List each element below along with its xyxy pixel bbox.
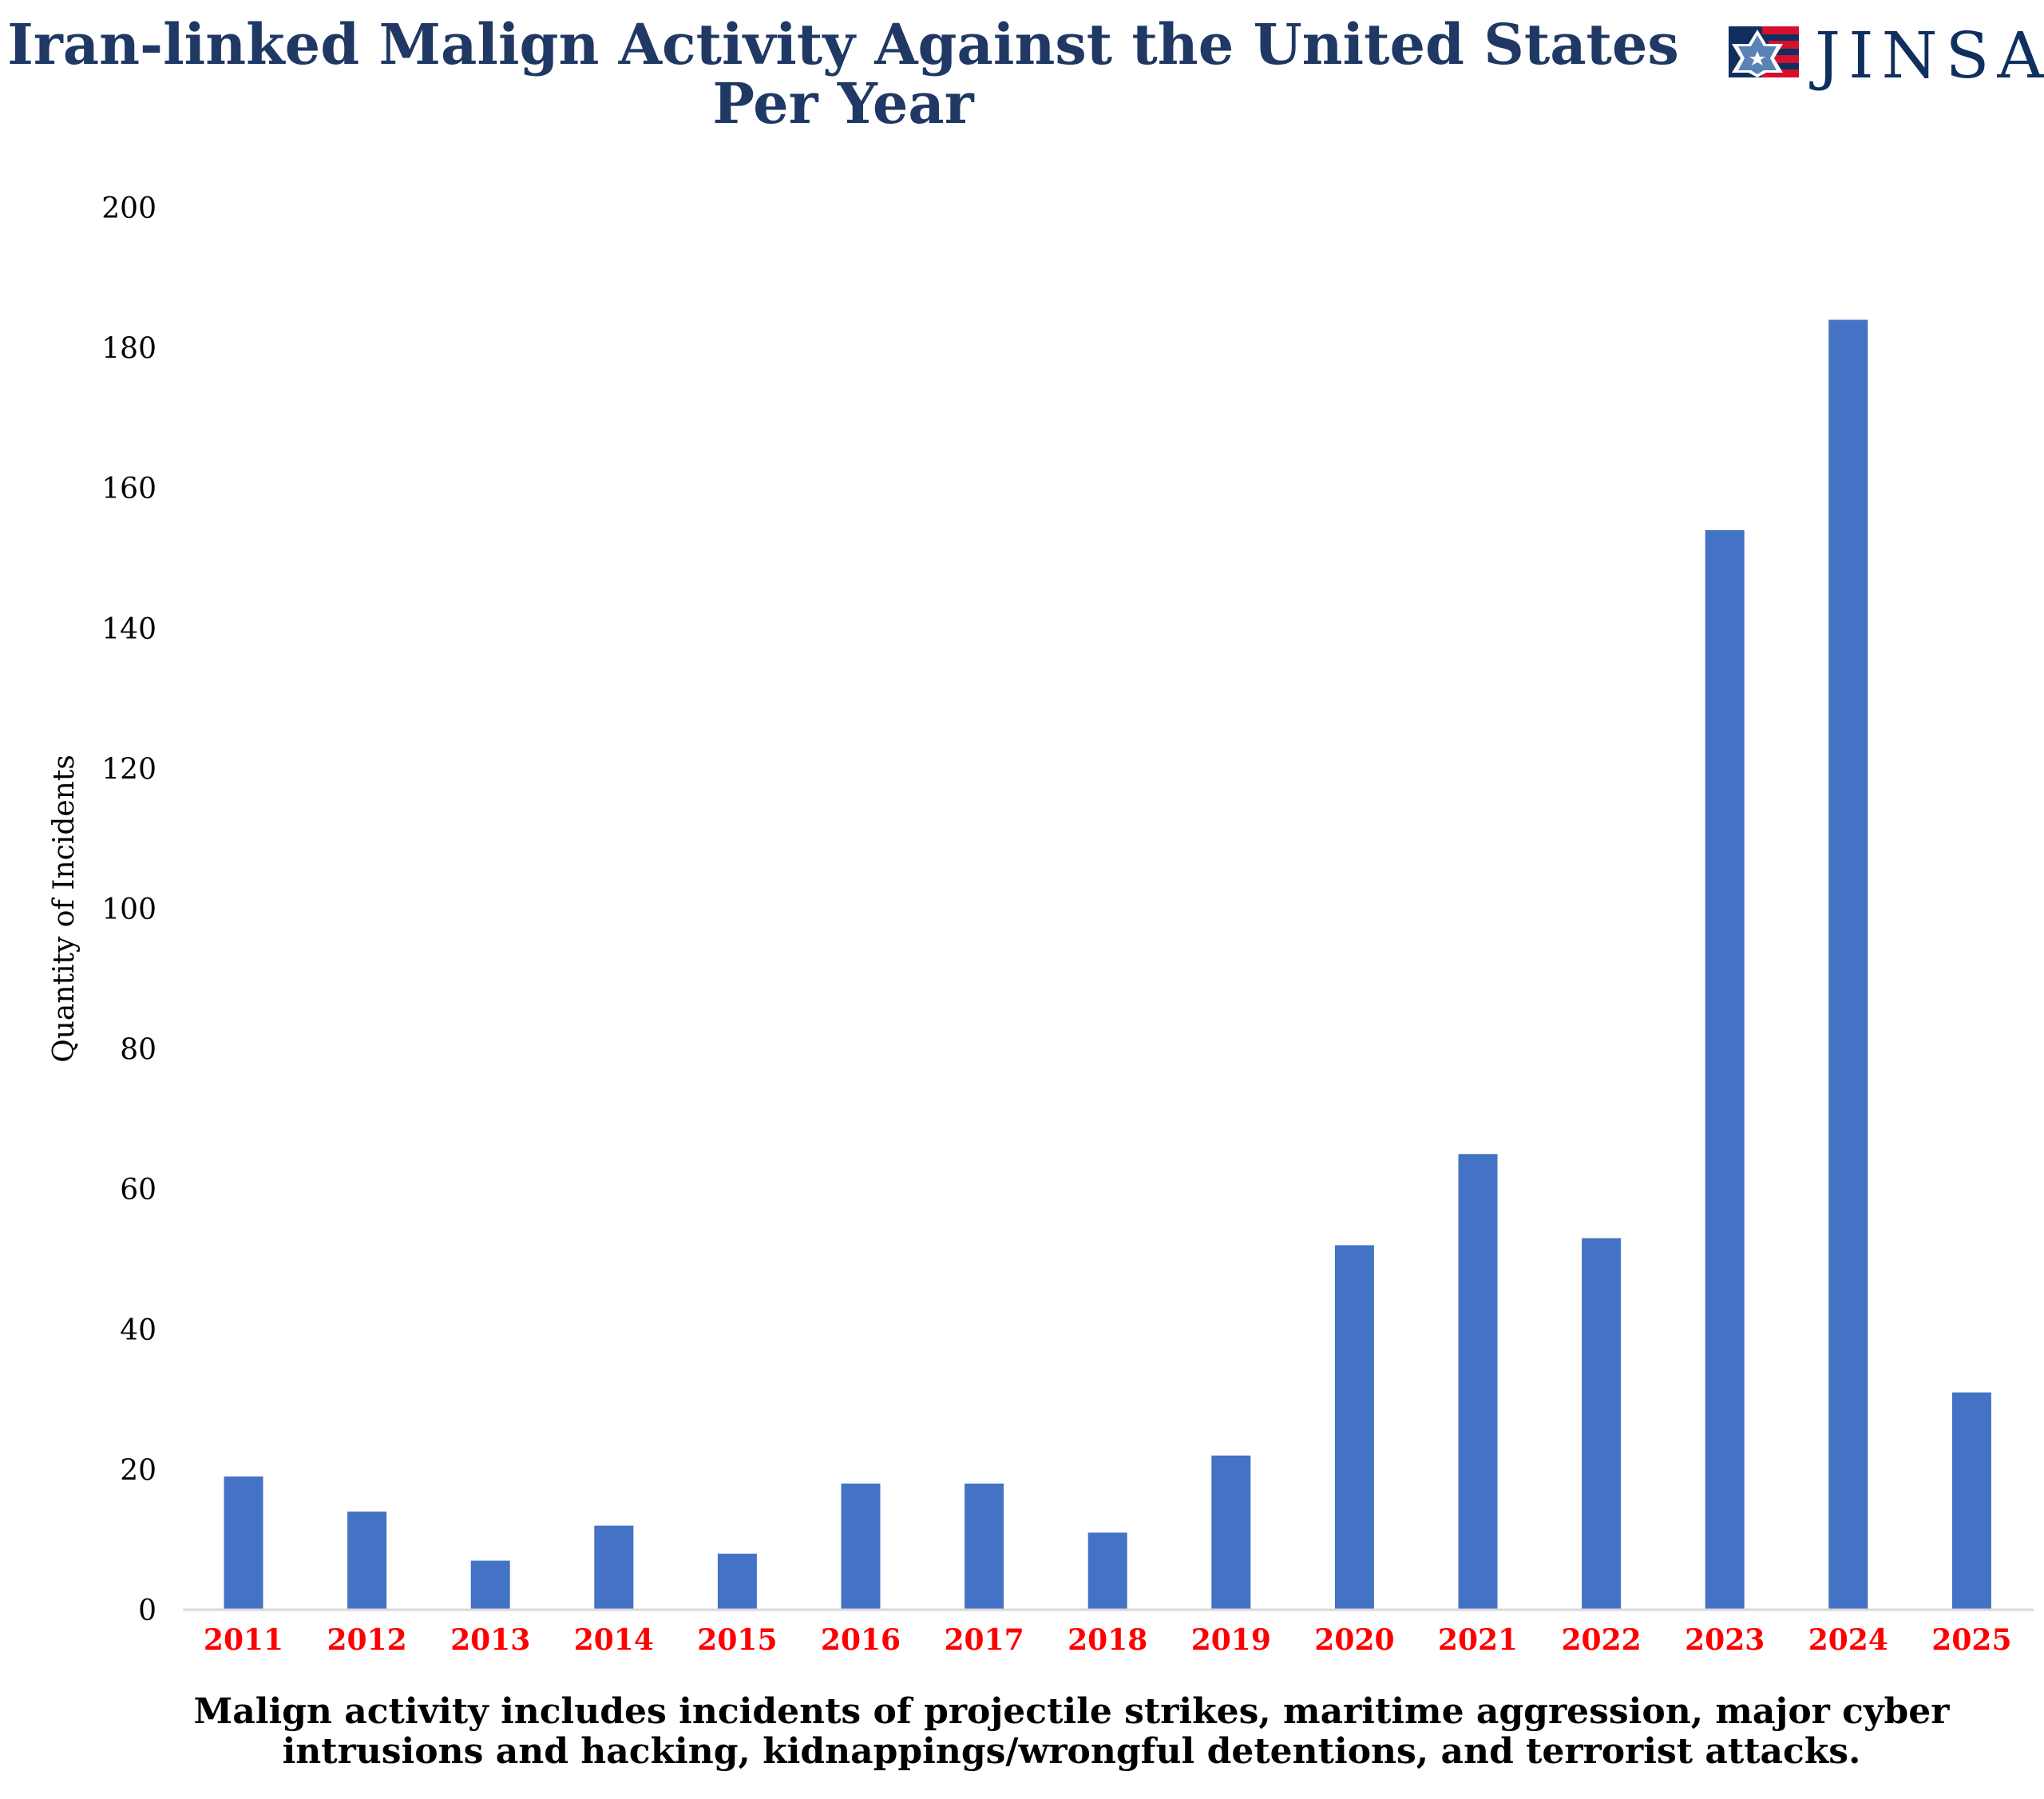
- x-tick-label: 2019: [1191, 1623, 1271, 1657]
- bar-2015: [717, 1553, 757, 1610]
- x-tick-label: 2022: [1561, 1623, 1641, 1657]
- y-axis-label: Quantity of Incidents: [48, 755, 81, 1063]
- x-tick-label: 2011: [204, 1623, 283, 1657]
- x-tick-label: 2014: [574, 1623, 654, 1657]
- x-tick-label: 2015: [697, 1623, 777, 1657]
- y-tick-label: 60: [120, 1174, 156, 1207]
- x-tick-label: 2017: [944, 1623, 1024, 1657]
- footnote-line-2: intrusions and hacking, kidnappings/wron…: [283, 1731, 1861, 1772]
- footnote: Malign activity includes incidents of pr…: [194, 1691, 1951, 1772]
- bar-2018: [1087, 1532, 1127, 1610]
- bars: [224, 319, 1991, 1611]
- y-tick-label: 20: [120, 1454, 156, 1487]
- y-tick-label: 0: [138, 1595, 156, 1627]
- x-tick-label: 2016: [821, 1623, 901, 1657]
- x-tick-label: 2023: [1685, 1623, 1765, 1657]
- bar-2021: [1458, 1154, 1498, 1610]
- y-tick-label: 40: [120, 1314, 156, 1347]
- y-axis-ticks: 0 20 40 60 80 100 120 140 160 180 200: [101, 192, 156, 1627]
- y-tick-label: 80: [120, 1034, 156, 1067]
- bar-2020: [1334, 1245, 1374, 1610]
- x-tick-label: 2021: [1438, 1623, 1518, 1657]
- y-tick-label: 120: [101, 753, 156, 786]
- chart-title-line-2: Per Year: [712, 70, 974, 137]
- bar-2012: [347, 1512, 387, 1610]
- bar-2019: [1211, 1455, 1251, 1610]
- footnote-line-1: Malign activity includes incidents of pr…: [194, 1691, 1951, 1732]
- x-tick-label: 2025: [1931, 1623, 2011, 1657]
- y-tick-label: 200: [101, 192, 156, 225]
- x-tick-label: 2013: [450, 1623, 530, 1657]
- bar-2011: [224, 1476, 263, 1610]
- bar-2014: [594, 1525, 634, 1610]
- x-tick-label: 2020: [1314, 1623, 1394, 1657]
- bar-2017: [965, 1483, 1004, 1610]
- chart-title: Iran-linked Malign Activity Against the …: [7, 11, 1679, 137]
- bar-2024: [1828, 319, 1868, 1611]
- bar-2016: [841, 1483, 881, 1610]
- x-tick-label: 2018: [1068, 1623, 1147, 1657]
- y-tick-label: 140: [101, 613, 156, 646]
- x-tick-label: 2024: [1808, 1623, 1888, 1657]
- bar-2023: [1705, 529, 1745, 1610]
- bar-2013: [470, 1560, 510, 1610]
- logo-text: JINSA: [1809, 18, 2044, 93]
- y-tick-label: 160: [101, 473, 156, 505]
- y-tick-label: 100: [101, 894, 156, 926]
- jinsa-logo: JINSA: [1729, 18, 2044, 93]
- bar-2025: [1951, 1392, 1991, 1610]
- x-axis-ticks: 2011 2012 2013 2014 2015 2016 2017 2018 2019 2020…: [204, 1623, 2012, 1657]
- y-tick-label: 180: [101, 333, 156, 366]
- bar-2022: [1582, 1238, 1622, 1610]
- chart-title-line-1: Iran-linked Malign Activity Against the …: [7, 11, 1679, 77]
- x-tick-label: 2012: [327, 1623, 406, 1657]
